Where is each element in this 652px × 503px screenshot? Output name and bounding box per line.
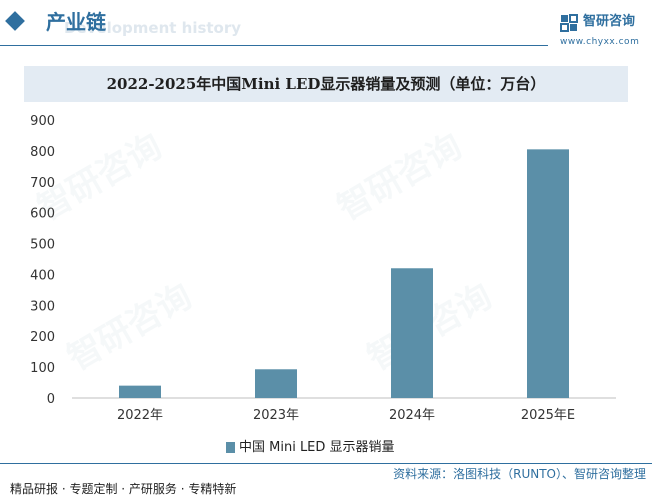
legend-label: 中国 Mini LED 显示器销量	[239, 440, 395, 455]
chart-title: 2022-2025年中国Mini LED显示器销量及预测（单位：万台）	[106, 75, 546, 93]
y-tick-label: 800	[30, 145, 55, 160]
chart-title-band: 2022-2025年中国Mini LED显示器销量及预测（单位：万台）	[24, 66, 628, 102]
y-tick-label: 700	[30, 176, 55, 191]
brand-name: 智研咨询	[583, 14, 636, 29]
y-tick-label: 300	[30, 299, 55, 314]
y-tick-label: 900	[30, 114, 55, 129]
y-tick-label: 200	[30, 330, 55, 345]
bar	[255, 369, 297, 398]
brand-url: www.chyxx.com	[560, 37, 640, 47]
x-tick-label: 2024年	[389, 408, 435, 423]
y-tick-label: 0	[47, 392, 55, 407]
footer-divider	[0, 463, 652, 464]
bar	[391, 268, 433, 398]
section-title: 产业链	[46, 10, 106, 34]
legend-swatch	[226, 442, 235, 453]
page-footer: 资料来源：洛图科技（RUNTO）、智研咨询整理 精品研报 · 专题定制 · 产研…	[0, 463, 652, 503]
y-tick-label: 500	[30, 238, 55, 253]
header-watermark-text: Development history	[64, 19, 242, 37]
x-tick-label: 2025年E	[521, 408, 575, 423]
y-tick-label: 600	[30, 207, 55, 222]
x-tick-label: 2023年	[253, 408, 299, 423]
page-header: Development history 产业链 智研咨询 www.chyxx.c…	[0, 0, 652, 50]
y-tick-label: 400	[30, 268, 55, 283]
bar	[527, 149, 569, 398]
header-divider	[0, 45, 548, 46]
x-tick-label: 2022年	[117, 408, 163, 423]
data-source: 资料来源：洛图科技（RUNTO）、智研咨询整理	[393, 467, 646, 481]
y-tick-label: 100	[30, 361, 55, 376]
bar	[119, 385, 161, 398]
footer-services: 精品研报 · 专题定制 · 产研服务 · 专精特新	[10, 482, 237, 496]
brand-logo-icon	[560, 14, 578, 32]
